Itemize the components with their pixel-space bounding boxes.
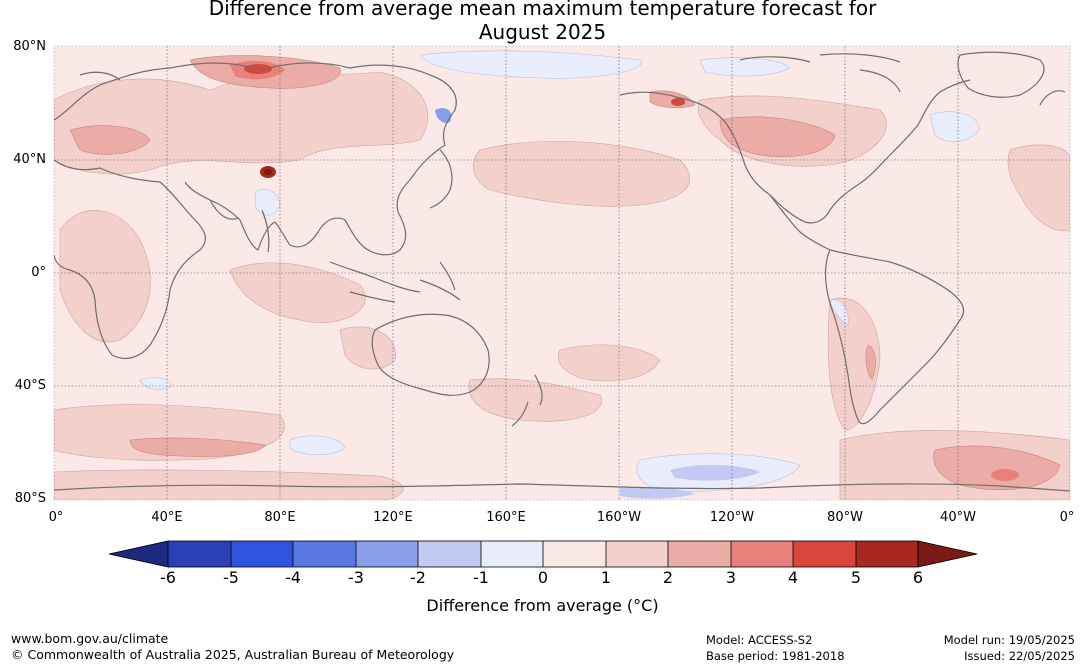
website-link[interactable]: www.bom.gov.au/climate bbox=[11, 631, 169, 646]
coastlines bbox=[54, 51, 1070, 492]
lat-label-80s: 80°S bbox=[14, 491, 46, 506]
copyright-text: © Commonwealth of Australia 2025, Austra… bbox=[11, 647, 455, 662]
coastline-greenland bbox=[957, 51, 1045, 98]
lon-label-160e: 160°E bbox=[486, 510, 526, 525]
lon-label-40w: 40°W bbox=[940, 510, 976, 525]
colorbar-tick: -2 bbox=[410, 568, 426, 587]
coastline-scandinavia bbox=[79, 71, 1066, 106]
colorbar bbox=[108, 540, 978, 568]
map-title-line1: Difference from average mean maximum tem… bbox=[208, 0, 877, 20]
lon-label-120e: 120°E bbox=[373, 510, 413, 525]
colorbar-tick: 0 bbox=[537, 568, 549, 587]
coastline-new-zealand bbox=[511, 374, 543, 427]
colorbar-swatch bbox=[793, 541, 856, 567]
colorbar-swatch bbox=[731, 541, 793, 567]
coastline-arctic-islands bbox=[739, 53, 901, 93]
graticule bbox=[54, 46, 1070, 500]
lon-label-40e: 40°E bbox=[151, 510, 183, 525]
map-frame bbox=[53, 45, 1071, 501]
colorbar-tick: 2 bbox=[662, 568, 674, 587]
lon-label-80e: 80°E bbox=[264, 510, 296, 525]
model-run-date: Model run: 19/05/2025 bbox=[943, 633, 1075, 647]
colorbar-swatch bbox=[231, 541, 293, 567]
colorbar-tick: -5 bbox=[223, 568, 239, 587]
lat-label-40s: 40°S bbox=[14, 378, 46, 393]
colorbar-swatch bbox=[418, 541, 481, 567]
coastline-indonesia bbox=[329, 261, 461, 303]
coastline-eurasia bbox=[54, 62, 457, 256]
coastline-central-america bbox=[769, 194, 831, 251]
lat-label-40n: 40°N bbox=[13, 152, 46, 167]
map-title-line2: August 2025 bbox=[478, 20, 607, 44]
colorbar-swatch bbox=[668, 541, 731, 567]
base-period: Base period: 1981-2018 bbox=[706, 649, 845, 663]
anomaly-negative-regions bbox=[139, 50, 981, 499]
lon-label-160w: 160°W bbox=[596, 510, 642, 525]
colorbar-tick: -3 bbox=[348, 568, 364, 587]
colorbar-title: Difference from average (°C) bbox=[426, 596, 659, 615]
colorbar-swatch bbox=[293, 541, 356, 567]
map-field bbox=[54, 46, 1070, 500]
coastline-australia bbox=[371, 313, 490, 396]
colorbar-tick: 1 bbox=[600, 568, 612, 587]
colorbar-tick: -4 bbox=[285, 568, 301, 587]
model-name: Model: ACCESS-S2 bbox=[706, 633, 813, 647]
colorbar-tick: -1 bbox=[473, 568, 489, 587]
lon-label-0-west: 0° bbox=[48, 510, 64, 525]
colorbar-swatch bbox=[168, 541, 231, 567]
coastline-south-america bbox=[824, 249, 965, 425]
coastline-antarctica bbox=[54, 483, 1070, 492]
colorbar-swatch bbox=[606, 541, 668, 567]
colorbar-tick: 5 bbox=[850, 568, 862, 587]
coastline-north-america bbox=[619, 79, 971, 224]
colorbar-tick: 6 bbox=[912, 568, 924, 587]
colorbar-swatch bbox=[356, 541, 418, 567]
colorbar-tick: 4 bbox=[787, 568, 799, 587]
coastline-india bbox=[209, 199, 270, 253]
colorbar-swatch bbox=[481, 541, 543, 567]
lat-label-0: 0° bbox=[31, 265, 46, 280]
colorbar-swatch bbox=[543, 541, 606, 567]
lat-label-80n: 80°N bbox=[13, 39, 46, 54]
colorbar-low-arrow bbox=[108, 540, 169, 568]
colorbar-high-arrow bbox=[917, 540, 978, 568]
lon-label-0-east: 0° bbox=[1059, 510, 1075, 525]
lon-label-120w: 120°W bbox=[709, 510, 755, 525]
colorbar-tick: -6 bbox=[160, 568, 176, 587]
map-title: Difference from average mean maximum tem… bbox=[0, 0, 1085, 44]
issued-date: Issued: 22/05/2025 bbox=[964, 649, 1075, 663]
coastline-africa bbox=[54, 159, 207, 359]
colorbar-swatch bbox=[856, 541, 918, 567]
lon-label-80w: 80°W bbox=[827, 510, 863, 525]
colorbar-tick: 3 bbox=[725, 568, 737, 587]
